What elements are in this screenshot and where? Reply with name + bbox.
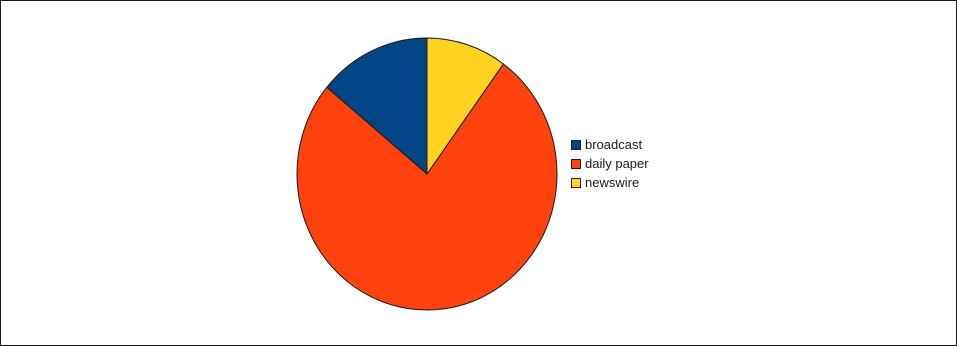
legend-swatch-daily-paper [571, 158, 581, 169]
pie-slice-daily-paper [296, 63, 558, 311]
legend-item-daily-paper: daily paper [571, 154, 649, 173]
pie-slices [296, 37, 558, 311]
pie-slice-broadcast [326, 37, 428, 176]
legend-item-broadcast: broadcast [571, 135, 649, 154]
legend-label-daily-paper: daily paper [585, 156, 649, 171]
legend-label-newswire: newswire [585, 175, 640, 190]
legend-swatch-newswire [571, 177, 581, 188]
legend-label-broadcast: broadcast [585, 137, 643, 152]
legend-item-newswire: newswire [571, 173, 649, 192]
legend-swatch-broadcast [571, 139, 581, 150]
pie-slice-newswire [426, 37, 505, 176]
legend: broadcast daily paper newswire [571, 135, 649, 192]
